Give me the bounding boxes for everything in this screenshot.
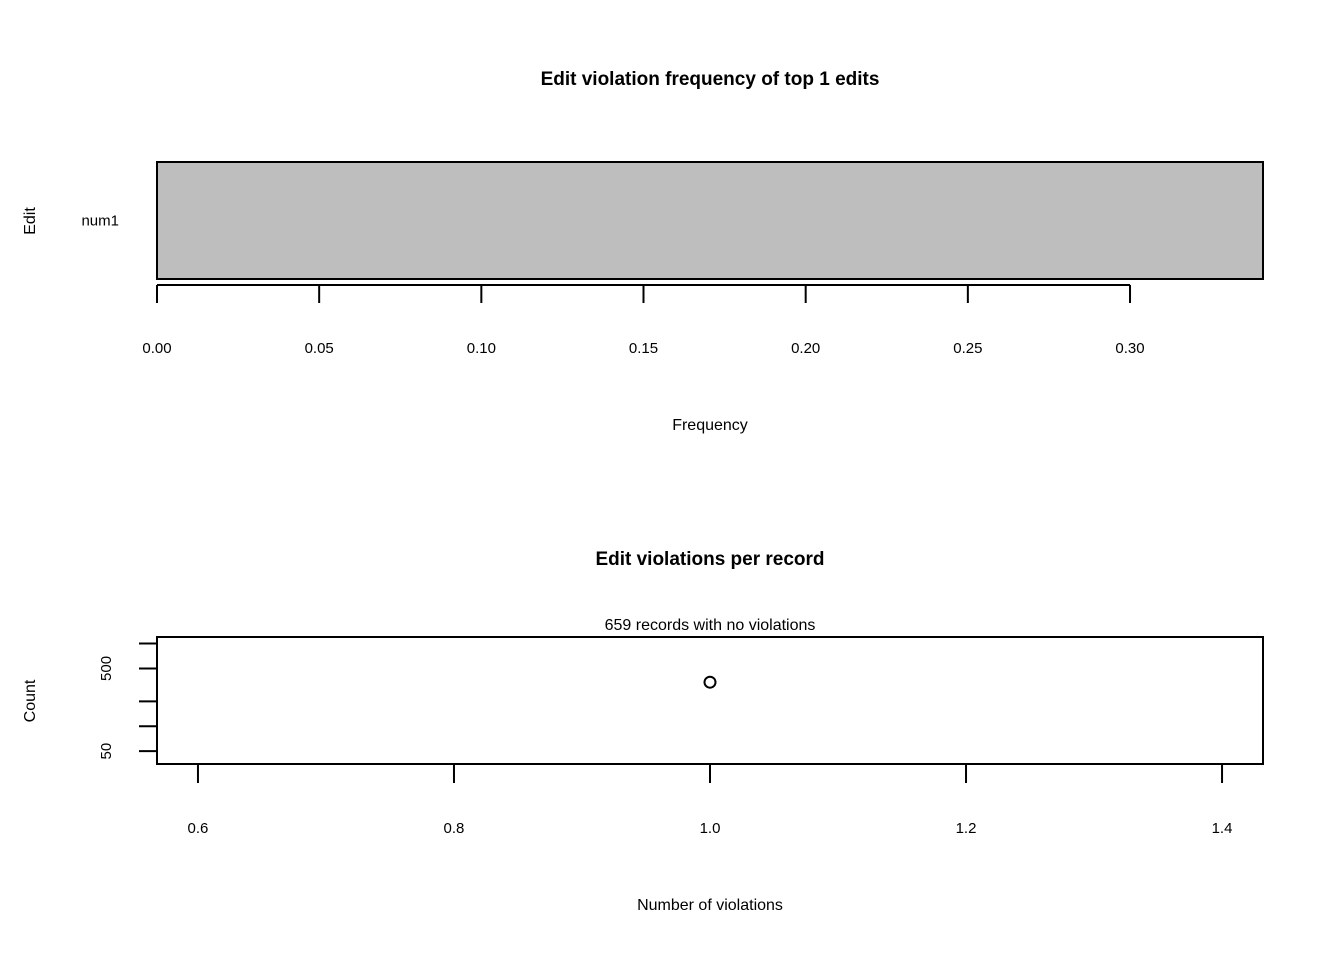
x-tick-label: 0.00 bbox=[142, 340, 171, 357]
x-tick-label: 0.8 bbox=[444, 820, 465, 837]
frequency-bars: num1 bbox=[81, 161, 1264, 280]
x-tick-label: 1.2 bbox=[956, 820, 977, 837]
bar-num1 bbox=[156, 161, 1264, 280]
violations-chart-title: Edit violations per record bbox=[595, 549, 824, 570]
x-tick-label: 0.10 bbox=[467, 340, 496, 357]
x-tick-label: 0.6 bbox=[188, 820, 209, 837]
violations-points bbox=[703, 675, 717, 689]
x-tick-label: 0.15 bbox=[629, 340, 658, 357]
frequency-chart-xlabel: Frequency bbox=[672, 417, 748, 434]
x-tick-label: 1.4 bbox=[1212, 820, 1233, 837]
bar-category-label: num1 bbox=[81, 213, 119, 230]
x-tick-label: 0.30 bbox=[1115, 340, 1144, 357]
x-tick-label: 0.25 bbox=[953, 340, 982, 357]
x-tick-label: 1.0 bbox=[700, 820, 721, 837]
frequency-chart-title: Edit violation frequency of top 1 edits bbox=[541, 69, 880, 90]
violations-chart: Edit violations per record 659 records w… bbox=[22, 549, 1264, 914]
violations-plot-box bbox=[156, 636, 1264, 765]
violations-chart-xlabel: Number of violations bbox=[637, 897, 783, 914]
violations-chart-ylabel: Count bbox=[22, 679, 39, 722]
y-tick-label: 50 bbox=[98, 743, 115, 760]
violations-x-axis: 0.6 0.8 1.0 1.2 1.4 bbox=[188, 764, 1233, 837]
violations-chart-subtitle: 659 records with no violations bbox=[605, 617, 816, 634]
x-tick-label: 0.05 bbox=[305, 340, 334, 357]
violations-y-axis: 50 500 bbox=[98, 642, 157, 760]
frequency-chart: Edit violation frequency of top 1 edits … bbox=[22, 69, 1264, 434]
y-tick-label: 500 bbox=[98, 656, 115, 681]
x-tick-label: 0.20 bbox=[791, 340, 820, 357]
frequency-x-axis: 0.00 0.05 0.10 0.15 0.20 0.25 0.30 bbox=[142, 284, 1145, 357]
data-point bbox=[703, 675, 717, 689]
frequency-chart-ylabel: Edit bbox=[22, 207, 39, 235]
